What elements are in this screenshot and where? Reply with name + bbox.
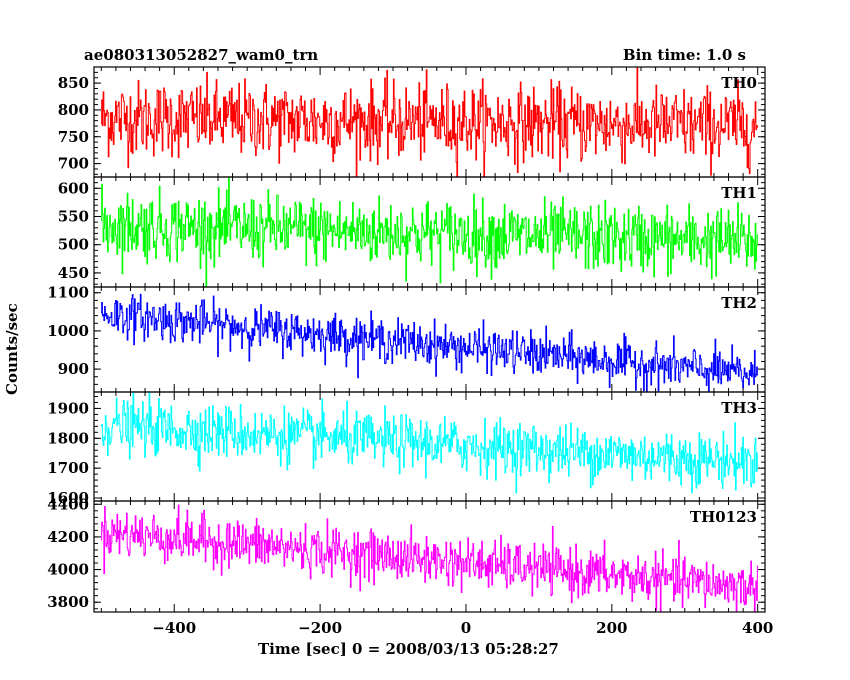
panel-label-th0123: TH0123 — [690, 508, 757, 526]
y-tick-label: 4000 — [47, 561, 89, 579]
series-th2 — [100, 293, 759, 392]
y-axis-label: Counts/sec — [3, 303, 21, 395]
y-tick-label: 4200 — [47, 528, 89, 546]
y-tick-label: 550 — [58, 207, 89, 225]
y-tick-label: 4400 — [47, 495, 89, 513]
y-tick-label: 450 — [58, 264, 89, 282]
y-tick-label: 500 — [58, 236, 89, 254]
y-tick-label: 1000 — [47, 322, 89, 340]
series-th3 — [100, 392, 759, 494]
series-th1 — [100, 177, 759, 287]
x-tick-label: 200 — [596, 619, 627, 637]
x-axis-label: Time [sec] 0 = 2008/03/13 05:28:27 — [258, 640, 559, 658]
x-tick-label: −400 — [152, 619, 196, 637]
x-tick-label: 400 — [742, 619, 773, 637]
chart-subtitle: Bin time: 1.0 s — [622, 46, 746, 64]
y-tick-label: 1600 — [47, 489, 89, 507]
y-tick-label: 750 — [58, 128, 89, 146]
y-tick-label: 850 — [58, 74, 89, 92]
panel-label-th1: TH1 — [721, 184, 757, 202]
y-tick-label: 800 — [58, 101, 89, 119]
y-tick-label: 1100 — [47, 284, 89, 302]
y-tick-label: 900 — [58, 360, 89, 378]
panel-label-th2: TH2 — [721, 294, 757, 312]
y-tick-label: 1800 — [47, 429, 89, 447]
panel-label-th0: TH0 — [721, 74, 757, 92]
y-tick-label: 3800 — [47, 593, 89, 611]
x-tick-label: 0 — [461, 619, 471, 637]
y-tick-label: 600 — [58, 179, 89, 197]
chart-title: ae080313052827_wam0_trn — [84, 46, 319, 64]
series-th0 — [100, 67, 759, 177]
y-tick-label: 1900 — [47, 399, 89, 417]
panel-label-th3: TH3 — [721, 399, 757, 417]
y-tick-label: 700 — [58, 155, 89, 173]
panel-frame-th0123 — [93, 500, 766, 613]
y-tick-label: 1700 — [47, 459, 89, 477]
x-tick-label: −200 — [298, 619, 342, 637]
series-th0123 — [100, 504, 759, 612]
